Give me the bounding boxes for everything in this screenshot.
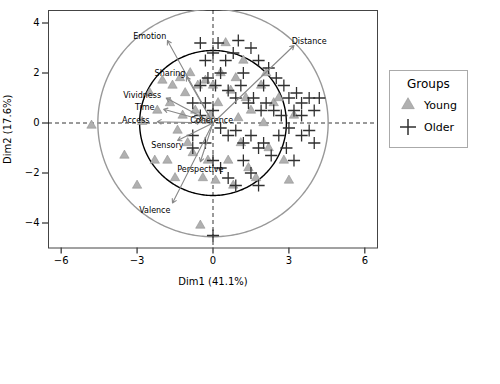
svg-text:0: 0 (33, 117, 39, 128)
svg-text:Sharing: Sharing (155, 69, 186, 78)
svg-text:−2: −2 (25, 167, 40, 178)
html-text:Groups: Groups (407, 77, 450, 91)
svg-text:Emotion: Emotion (133, 32, 166, 41)
svg-text:4: 4 (33, 17, 39, 28)
svg-text:2: 2 (33, 67, 39, 78)
svg-text:Perspective: Perspective (177, 165, 223, 174)
svg-text:Dim2 (17.6%): Dim2 (17.6%) (2, 94, 13, 163)
svg-text:Vividness: Vividness (123, 91, 161, 100)
svg-text:Sensory: Sensory (151, 141, 183, 150)
svg-text:Coherence: Coherence (190, 116, 233, 125)
svg-text:−3: −3 (130, 255, 145, 266)
svg-text:0: 0 (210, 255, 216, 266)
svg-text:−4: −4 (25, 217, 40, 228)
svg-text:Valence: Valence (139, 206, 170, 215)
svg-text:Time: Time (134, 103, 155, 112)
svg-text:Dim1 (41.1%): Dim1 (41.1%) (178, 276, 247, 287)
html-text:Older: Older (424, 120, 454, 134)
svg-text:Access: Access (122, 116, 149, 125)
svg-text:3: 3 (286, 255, 292, 266)
svg-text:−6: −6 (54, 255, 69, 266)
html-text:Young: Young (424, 98, 457, 112)
svg-text:Distance: Distance (292, 37, 327, 46)
svg-text:6: 6 (362, 255, 368, 266)
